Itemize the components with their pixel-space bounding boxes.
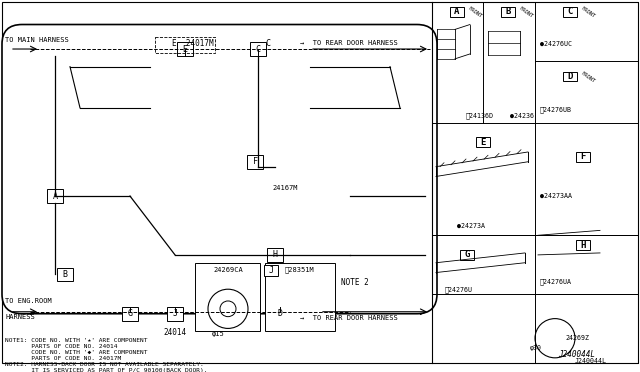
Text: TO MAIN HARNESS: TO MAIN HARNESS — [5, 37, 68, 43]
Bar — [177, 42, 193, 56]
Bar — [155, 37, 215, 53]
Text: B: B — [63, 270, 67, 279]
Text: PARTS OF CODE NO. 24014: PARTS OF CODE NO. 24014 — [5, 344, 118, 349]
Text: E: E — [182, 45, 188, 54]
Text: F: F — [580, 153, 586, 161]
Text: ※24276U: ※24276U — [445, 286, 473, 292]
Bar — [47, 189, 63, 203]
Bar — [250, 42, 266, 56]
Text: ※24276UB: ※24276UB — [540, 106, 572, 113]
Text: NOTE 2: NOTE 2 — [341, 278, 369, 287]
Bar — [460, 250, 474, 260]
Bar — [563, 7, 577, 17]
Text: →  TO REAR DOOR HARNESS: → TO REAR DOOR HARNESS — [300, 315, 397, 321]
Bar — [576, 152, 590, 162]
Text: G: G — [464, 250, 470, 259]
Bar — [272, 307, 288, 321]
Text: F: F — [253, 157, 257, 166]
Text: D: D — [278, 309, 282, 318]
Circle shape — [208, 289, 248, 328]
Bar — [267, 248, 283, 262]
Bar — [563, 71, 577, 81]
Text: FRONT: FRONT — [580, 6, 596, 19]
FancyBboxPatch shape — [2, 25, 437, 314]
Text: D: D — [567, 72, 573, 81]
Text: HARNESS: HARNESS — [5, 314, 35, 320]
Bar — [57, 267, 73, 281]
Text: NOTE1: CODE NO. WITH '★' ARE COMPONENT: NOTE1: CODE NO. WITH '★' ARE COMPONENT — [5, 338, 147, 343]
Text: ※24136D: ※24136D — [466, 112, 494, 119]
Text: ●24276UC: ●24276UC — [540, 41, 572, 47]
Text: NOTE2: HARNESS-BACK DOOR IS NOT AVAILABLE SEPARATELY.: NOTE2: HARNESS-BACK DOOR IS NOT AVAILABL… — [5, 362, 204, 367]
Bar — [247, 155, 263, 169]
Text: ●24273AA: ●24273AA — [540, 193, 572, 199]
Text: E: E — [480, 138, 486, 147]
Text: B: B — [506, 7, 511, 16]
Text: G: G — [127, 309, 132, 318]
Text: J: J — [173, 309, 177, 318]
Text: ●24236: ●24236 — [510, 113, 534, 119]
Text: C: C — [265, 39, 270, 48]
Text: CODE NO. WITH '◆' ARE COMPONENT: CODE NO. WITH '◆' ARE COMPONENT — [5, 350, 147, 355]
Bar — [476, 137, 490, 147]
Text: ※24276UA: ※24276UA — [540, 278, 572, 285]
Text: J240044L: J240044L — [575, 358, 607, 364]
Text: H: H — [580, 241, 586, 250]
Text: 24167M: 24167M — [272, 185, 298, 191]
Bar — [265, 263, 335, 331]
Text: TO ENG.ROOM: TO ENG.ROOM — [5, 298, 52, 304]
Text: 24269CA: 24269CA — [213, 267, 243, 273]
Text: φ15: φ15 — [212, 331, 225, 337]
Text: C: C — [567, 7, 573, 16]
Text: 24014: 24014 — [163, 328, 187, 337]
Text: J240044L: J240044L — [558, 350, 595, 359]
Bar — [195, 263, 260, 331]
Bar — [167, 307, 183, 321]
Text: →  TO REAR DOOR HARNESS: → TO REAR DOOR HARNESS — [300, 40, 397, 46]
Text: J: J — [269, 266, 273, 275]
Text: E  24017M: E 24017M — [172, 39, 214, 48]
Text: A: A — [454, 7, 460, 16]
Text: FRONT: FRONT — [467, 6, 483, 19]
Bar — [122, 307, 138, 321]
Text: 24269Z: 24269Z — [565, 335, 589, 341]
Text: FRONT: FRONT — [580, 71, 596, 84]
Text: PARTS OF CODE NO. 24017M: PARTS OF CODE NO. 24017M — [5, 356, 121, 361]
Text: FRONT: FRONT — [518, 6, 534, 19]
Bar — [501, 7, 515, 17]
Text: H: H — [273, 250, 278, 259]
Text: A: A — [52, 192, 58, 201]
Bar — [576, 240, 590, 250]
Text: ※28351M: ※28351M — [285, 267, 315, 273]
Bar — [264, 265, 278, 276]
Text: C: C — [255, 45, 260, 54]
Circle shape — [535, 318, 575, 358]
Circle shape — [220, 301, 236, 317]
Bar — [450, 7, 464, 17]
Text: φ30: φ30 — [530, 345, 542, 351]
Text: IT IS SERVICED AS PART OF P/C 90100(BACK DOOR).: IT IS SERVICED AS PART OF P/C 90100(BACK… — [5, 368, 207, 372]
Text: ●24273A: ●24273A — [457, 222, 485, 228]
